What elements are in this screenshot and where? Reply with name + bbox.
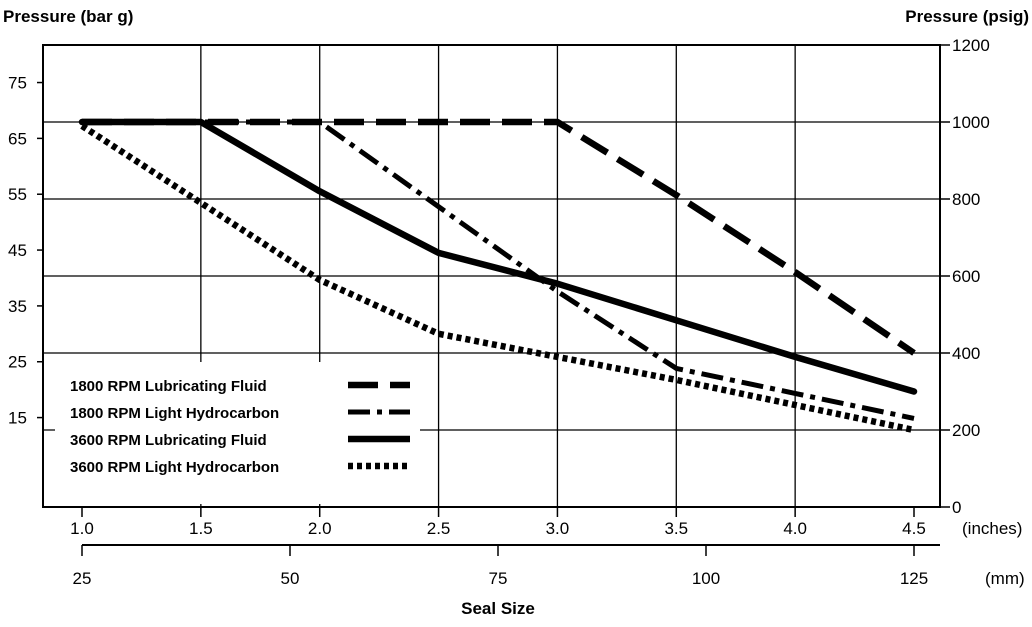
x-mm-tick-label: 75 [489, 569, 508, 588]
x-mm-tick-label: 50 [281, 569, 300, 588]
y-bar-tick-label: 55 [8, 185, 27, 204]
y-psig-tick-label: 200 [952, 421, 980, 440]
y-bar-tick-label: 65 [8, 129, 27, 148]
x-inch-tick-label: 1.5 [189, 519, 213, 538]
y-psig-tick-label: 400 [952, 344, 980, 363]
legend-label: 3600 RPM Light Hydrocarbon [70, 459, 279, 476]
x-mm-tick-label: 100 [692, 569, 720, 588]
legend-label: 3600 RPM Lubricating Fluid [70, 432, 267, 449]
x-unit-mm: (mm) [985, 569, 1025, 588]
legend-label: 1800 RPM Light Hydrocarbon [70, 405, 279, 422]
x-inch-tick-label: 1.0 [70, 519, 94, 538]
series-line-long-dash [82, 118, 916, 356]
y-psig-tick-label: 0 [952, 498, 961, 517]
x-mm-tick-label: 125 [900, 569, 928, 588]
series-line-dotted [80, 123, 915, 434]
y-psig-tick-label: 1000 [952, 113, 990, 132]
x-inch-tick-label: 4.0 [783, 519, 807, 538]
series-line-solid [78, 118, 918, 395]
x-unit-inches: (inches) [962, 519, 1022, 538]
y-psig-tick-label: 800 [952, 190, 980, 209]
y-bar-tick-label: 15 [8, 409, 27, 428]
y-bar-tick-label: 35 [8, 297, 27, 316]
y-bar-tick-label: 25 [8, 353, 27, 372]
right-axis-title: Pressure (psig) [905, 7, 1029, 26]
x-inch-tick-label: 3.0 [546, 519, 570, 538]
x-axis-title: Seal Size [461, 599, 535, 618]
y-bar-tick-label: 45 [8, 241, 27, 260]
legend-label: 1800 RPM Lubricating Fluid [70, 378, 267, 395]
x-inch-tick-label: 3.5 [664, 519, 688, 538]
x-inch-tick-label: 2.0 [308, 519, 332, 538]
x-inch-tick-label: 4.5 [902, 519, 926, 538]
series-line-dash-dot [82, 119, 915, 421]
x-mm-tick-label: 25 [73, 569, 92, 588]
y-bar-tick-label: 75 [8, 74, 27, 93]
y-psig-tick-label: 1200 [952, 36, 990, 55]
y-psig-tick-label: 600 [952, 267, 980, 286]
left-axis-title: Pressure (bar g) [3, 7, 133, 26]
x-inch-tick-label: 2.5 [427, 519, 451, 538]
